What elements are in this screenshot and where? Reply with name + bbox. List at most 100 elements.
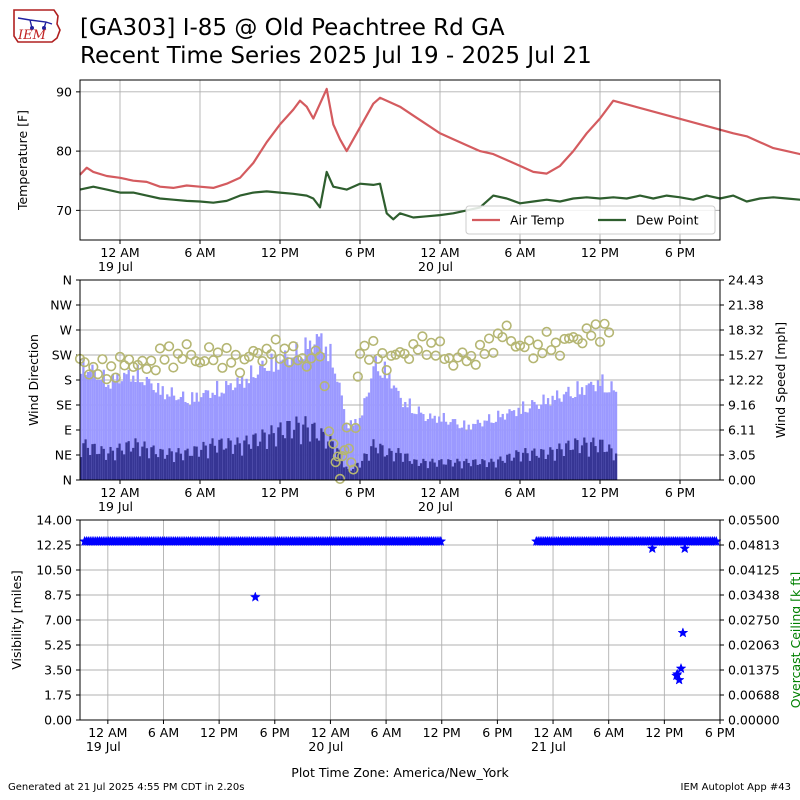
wind-gust-bar — [569, 396, 572, 480]
wind-gust-bar — [494, 421, 498, 480]
wind-speed-bar — [594, 446, 597, 480]
wind-speed-bar — [571, 449, 575, 480]
wind-speed-bar — [358, 467, 362, 480]
wind-gust-bar — [456, 424, 459, 480]
temp-legend — [465, 205, 716, 235]
wind-gust-bar — [376, 371, 380, 480]
wind-direction-marker — [261, 343, 272, 354]
temp-plot-frame — [79, 79, 721, 241]
wind-speed-bar — [177, 448, 180, 480]
wind-speed-bar — [454, 462, 457, 480]
wind-speed-bar — [404, 453, 407, 480]
wind-gust-bar — [397, 390, 400, 480]
wind-speed-bar — [347, 469, 350, 480]
wind-speed-bar — [229, 440, 232, 480]
vis-ytick-label: 12.25 — [36, 538, 72, 553]
ceiling-tick-label: 0.02063 — [728, 638, 780, 653]
wind-speed-bar — [154, 454, 158, 480]
wind-gust-bar — [381, 377, 384, 480]
temp-xtick-date: 20 Jul — [418, 259, 453, 274]
wind-gust-bar — [472, 423, 475, 480]
dew-point-line — [79, 170, 800, 221]
wind-speed-bar — [494, 467, 498, 480]
wind-gust-bar — [610, 381, 613, 480]
wind-direction-marker — [217, 362, 228, 373]
wind-direction-marker — [330, 457, 341, 468]
wind-speed-bar — [578, 453, 581, 480]
wind-gust-bar — [388, 372, 391, 480]
wind-speed-bar — [460, 468, 464, 480]
wind-speed-bar — [476, 464, 479, 480]
wind-direction-marker — [603, 327, 615, 338]
wind-speed-bar — [243, 440, 246, 480]
wind-speed-bar — [361, 460, 364, 480]
wind-gust-bar — [123, 372, 126, 480]
wind-speed-bar — [125, 442, 128, 480]
wind-gust-bar — [590, 381, 593, 480]
wind-gust-bar — [163, 399, 167, 480]
wind-gust-bar — [444, 421, 448, 480]
wind-speed-bar — [186, 448, 189, 480]
wind-direction-marker — [523, 335, 535, 346]
wind-gust-bar — [154, 392, 158, 480]
wind-speed-bar — [141, 446, 144, 480]
wind-speed-bar — [574, 438, 577, 480]
wind-xtick-label: 6 AM — [504, 485, 535, 500]
vis-ytick-label: 0.00 — [44, 713, 72, 728]
wind-speed-bar — [254, 433, 257, 480]
vis-ylabel: Visibility [miles] — [9, 570, 24, 669]
wind-gust-bar — [390, 388, 393, 480]
wind-gust-bar — [567, 386, 570, 480]
wind-gust-bar — [338, 382, 341, 480]
wind-direction-marker — [337, 451, 348, 462]
wind-gust-bar — [583, 394, 586, 480]
wind-speed-bar — [492, 461, 495, 480]
wind-gust-bar — [150, 383, 153, 480]
wind-speed-bar — [420, 463, 423, 480]
wind-direction-marker — [203, 342, 215, 353]
wind-direction-marker — [350, 422, 361, 434]
wind-speed-bar — [279, 422, 282, 480]
wind-speed-bar — [392, 461, 396, 480]
wind-gust-bar — [127, 369, 130, 480]
wind-dir-tick-label: SW — [52, 348, 72, 363]
wind-gust-bar — [134, 381, 137, 480]
vis-xtick-label: 6 AM — [370, 725, 401, 740]
vis-ytick-label: 7.00 — [44, 613, 72, 628]
wind-speed-bar — [433, 462, 436, 480]
wind-speed-bar — [91, 444, 94, 480]
wind-speed-bar — [601, 439, 604, 480]
wind-direction-marker — [586, 330, 597, 341]
wind-gust-bar — [100, 380, 103, 480]
visibility-marker — [677, 627, 689, 638]
ceiling-tick-label: 0.05500 — [728, 513, 780, 528]
wind-speed-bar — [134, 438, 137, 480]
wind-speed-bar — [565, 443, 568, 480]
wind-gust-bar — [519, 413, 522, 480]
wind-speed-bar — [136, 442, 139, 480]
wind-speed-tick-label: 3.05 — [728, 448, 756, 463]
wind-direction-marker — [403, 353, 415, 365]
wind-gust-bar — [245, 378, 248, 480]
wind-gust-bar — [401, 407, 405, 480]
wind-speed-bar — [297, 422, 300, 480]
wind-xtick-label: 6 PM — [665, 485, 695, 500]
wind-speed-bar — [284, 438, 287, 480]
wind-speed-bar — [519, 461, 522, 480]
wind-gust-bar — [463, 420, 466, 480]
wind-direction-marker — [483, 333, 495, 344]
wind-gust-bar — [250, 365, 253, 480]
wind-gust-bar — [454, 419, 457, 480]
wind-speed-bar — [501, 460, 504, 480]
wind-speed-bar — [483, 460, 486, 480]
wind-direction-marker — [319, 381, 330, 392]
wind-speed-bar — [159, 448, 162, 480]
wind-direction-marker — [92, 369, 103, 380]
wind-speed-bar — [585, 442, 588, 480]
wind-dir-tick-label: NW — [50, 298, 72, 313]
wind-speed-bar — [211, 438, 214, 480]
wind-speed-bar — [261, 429, 264, 480]
wind-gust-bar — [542, 394, 545, 480]
wind-speed-bar — [540, 449, 543, 480]
wind-speed-bar — [374, 447, 377, 480]
